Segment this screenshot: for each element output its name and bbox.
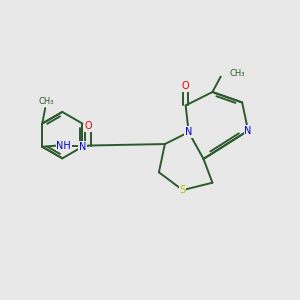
- Text: N: N: [185, 127, 192, 137]
- Text: O: O: [84, 121, 92, 131]
- Text: CH₃: CH₃: [39, 97, 55, 106]
- Text: N: N: [244, 126, 252, 136]
- Text: N: N: [79, 142, 86, 152]
- Text: O: O: [182, 81, 190, 91]
- Text: NH: NH: [56, 140, 71, 151]
- Text: CH₃: CH₃: [229, 68, 244, 77]
- Text: S: S: [180, 185, 186, 195]
